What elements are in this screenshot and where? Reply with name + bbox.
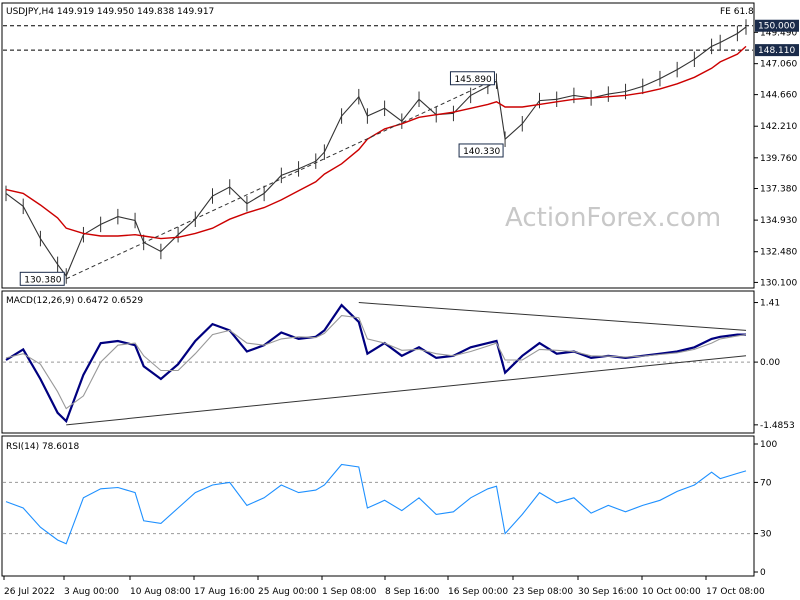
y-tick-label: 142.210 [760, 122, 797, 132]
rsi-series-line [5, 463, 747, 545]
signal-series-line [5, 315, 747, 410]
y-tick-label: 100 [760, 440, 777, 450]
price-panel-title: USDJPY,H4 149.919 149.950 149.838 149.91… [6, 7, 214, 17]
y-tick-label: 144.660 [760, 91, 797, 101]
x-tick-label: 25 Aug 00:00 [258, 587, 319, 597]
x-tick-label: 23 Sep 08:00 [513, 587, 573, 597]
y-tick-label: 134.930 [760, 216, 797, 226]
y-tick-label: -1.4853 [760, 421, 795, 431]
annotation-box [458, 143, 504, 158]
x-tick-label: 3 Aug 00:00 [64, 587, 119, 597]
trendline [66, 355, 747, 426]
annotation-box [449, 71, 495, 86]
y-tick-label: 147.060 [760, 60, 797, 70]
y-tick-label: 132.480 [760, 248, 797, 258]
x-tick-label: 10 Oct 00:00 [642, 587, 701, 597]
x-tick-label: 17 Oct 08:00 [706, 587, 765, 597]
x-tick-label: 30 Sep 16:00 [578, 587, 638, 597]
annotation-label: 140.330 [463, 147, 500, 157]
close-series-line [5, 26, 747, 278]
y-tick-label: 139.760 [760, 154, 797, 164]
y-tick-label: 137.380 [760, 185, 797, 195]
y-tick-label: 30 [760, 530, 772, 540]
rsi-panel-title: RSI(14) 78.6018 [6, 442, 79, 452]
x-tick-label: 16 Sep 00:00 [448, 587, 508, 597]
rsi-panel-frame [1, 435, 755, 577]
x-tick-label: 17 Aug 16:00 [194, 587, 255, 597]
watermark: ActionForex.com [505, 203, 721, 233]
fib-extension-label: FE 61.8 [720, 7, 754, 17]
annotation-box [19, 271, 65, 286]
y-tick-label: 0 [760, 568, 766, 578]
macd-series-line [5, 303, 746, 424]
annotation-label: 145.890 [454, 75, 491, 85]
y-tick-label: 0.00 [760, 358, 780, 368]
x-tick-label: 10 Aug 08:00 [130, 587, 191, 597]
x-tick-label: 1 Sep 08:00 [322, 587, 377, 597]
trendline [358, 302, 747, 331]
x-tick-label: 8 Sep 16:00 [385, 587, 440, 597]
y-tick-label: 130.100 [760, 278, 797, 288]
price-tag-label: 148.110 [758, 46, 795, 56]
price-tag-label: 150.000 [758, 22, 795, 32]
y-tick-label: 1.41 [760, 299, 780, 309]
price-tag-box [755, 19, 799, 32]
price-tag-box [755, 44, 799, 57]
y-tick-label: 149.490 [760, 28, 797, 38]
trendline [66, 78, 497, 280]
macd-panel-title: MACD(12,26,9) 0.6472 0.6529 [6, 296, 143, 306]
x-tick-label: 26 Jul 2022 [4, 587, 55, 597]
moving-average-series-line [5, 45, 747, 240]
y-tick-label: 70 [760, 478, 772, 488]
price-panel-frame [1, 2, 755, 289]
annotation-label: 130.380 [24, 275, 61, 285]
